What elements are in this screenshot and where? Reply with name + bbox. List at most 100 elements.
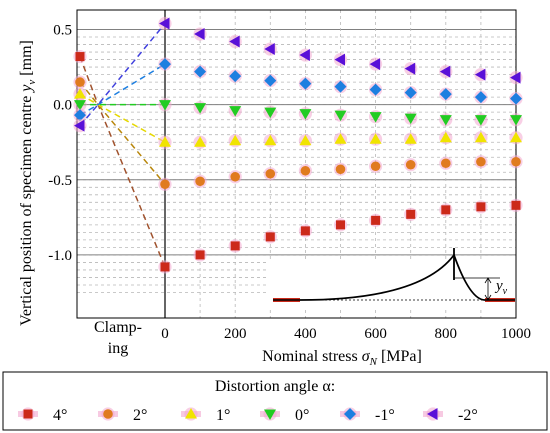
- data-point: [193, 64, 207, 79]
- data-point: [404, 111, 418, 125]
- marker-triangle-up: [159, 136, 171, 147]
- x-tick-label: 200: [224, 326, 247, 342]
- marker-triangle-left: [264, 43, 275, 56]
- inset-label: yv: [494, 278, 508, 297]
- marker-square: [371, 215, 381, 225]
- data-point: [404, 132, 418, 146]
- marker-diamond: [404, 86, 417, 99]
- marker-triangle-down: [159, 100, 171, 111]
- marker-square: [75, 52, 85, 62]
- data-point: [158, 57, 172, 71]
- marker-triangle-down: [74, 100, 86, 111]
- x-tick-label: 800: [435, 326, 458, 342]
- data-point: [439, 156, 453, 170]
- marker-circle: [335, 164, 346, 175]
- data-point: [298, 164, 312, 178]
- marker-triangle-left: [299, 49, 310, 62]
- data-point: [228, 69, 242, 83]
- data-point: [404, 61, 418, 76]
- data-point: [439, 64, 453, 79]
- legend-marker: [263, 407, 277, 421]
- y-tick-label: -0.5: [48, 173, 72, 189]
- marker-triangle-down: [474, 115, 487, 126]
- marker-triangle-left: [439, 65, 451, 78]
- legend-marker: [21, 407, 35, 421]
- point-unclamped: [73, 108, 87, 122]
- marker-diamond: [299, 77, 312, 90]
- marker-circle: [160, 179, 170, 190]
- marker-circle: [103, 409, 113, 419]
- marker-triangle-left: [74, 119, 85, 132]
- marker-square: [160, 262, 170, 272]
- marker-triangle-up: [510, 131, 522, 143]
- marker-triangle-up: [194, 136, 207, 147]
- marker-triangle-left: [404, 62, 416, 75]
- data-point: [404, 86, 418, 100]
- clamping-line: [79, 81, 166, 185]
- marker-triangle-up: [369, 133, 382, 144]
- legend-item: 4°: [18, 407, 67, 424]
- marker-square: [265, 232, 275, 242]
- legend-label: 1°: [216, 407, 230, 424]
- point-unclamped: [73, 98, 87, 112]
- marker-circle: [265, 168, 276, 179]
- marker-triangle-down: [510, 115, 522, 126]
- data-point: [263, 134, 277, 148]
- clamping-label-line1: Clamp-: [94, 319, 142, 336]
- data-point: [474, 113, 488, 127]
- data-point: [509, 113, 523, 127]
- legend-marker: [101, 407, 115, 421]
- legend-marker: [184, 407, 198, 421]
- marker-triangle-down: [229, 106, 242, 117]
- point-unclamped: [73, 119, 87, 133]
- data-point: [333, 52, 348, 67]
- y-tick-label: 0.5: [53, 23, 72, 39]
- data-point: [298, 77, 312, 91]
- data-point: [369, 132, 383, 146]
- legend-label: 4°: [53, 407, 67, 424]
- data-point: [228, 239, 242, 253]
- data-point: [333, 108, 348, 122]
- marker-diamond: [334, 80, 347, 93]
- data-point: [193, 174, 207, 188]
- legend-label: 2°: [133, 407, 147, 424]
- data-point: [193, 248, 207, 262]
- data-point: [298, 134, 312, 148]
- marker-triangle-left: [369, 58, 381, 71]
- data-point: [158, 177, 172, 191]
- data-point: [263, 42, 277, 56]
- data-point: [509, 198, 523, 212]
- data-point: [509, 155, 523, 169]
- data-point: [193, 101, 207, 115]
- marker-diamond: [74, 109, 86, 122]
- legend-item: 2°: [98, 407, 147, 424]
- data-point: [509, 71, 523, 85]
- x-axis-label: Nominal stress σN [MPa]: [262, 348, 422, 368]
- point-unclamped: [73, 49, 87, 64]
- x-tick-label: 1000: [501, 326, 531, 342]
- marker-triangle-down: [334, 110, 347, 122]
- marker-circle: [300, 165, 311, 176]
- data-point: [228, 170, 242, 184]
- tick-labels: 0 200 400 600 800 1000 0.5 0.0 -0.5 -1.0: [48, 23, 531, 342]
- marker-triangle-left: [510, 71, 521, 84]
- marker-circle: [195, 176, 205, 187]
- marker-triangle-down: [194, 103, 207, 114]
- data-point: [439, 203, 453, 217]
- y-axis-label: Vertical position of specimen centre yv …: [18, 40, 38, 326]
- data-point: [474, 155, 488, 169]
- marker-triangle-down: [264, 107, 277, 119]
- inset-background: [268, 262, 520, 308]
- marker-triangle-down: [404, 113, 417, 125]
- marker-diamond: [194, 65, 207, 78]
- marker-triangle-down: [264, 409, 276, 420]
- legend-item: 1°: [181, 407, 230, 424]
- marker-diamond: [369, 83, 382, 96]
- marker-triangle-up: [185, 408, 197, 419]
- inset-specimen-curve: [299, 253, 486, 301]
- x-tick-label: 600: [364, 326, 387, 342]
- data-point: [193, 27, 207, 41]
- data-point: [509, 92, 523, 106]
- data-point: [474, 200, 488, 214]
